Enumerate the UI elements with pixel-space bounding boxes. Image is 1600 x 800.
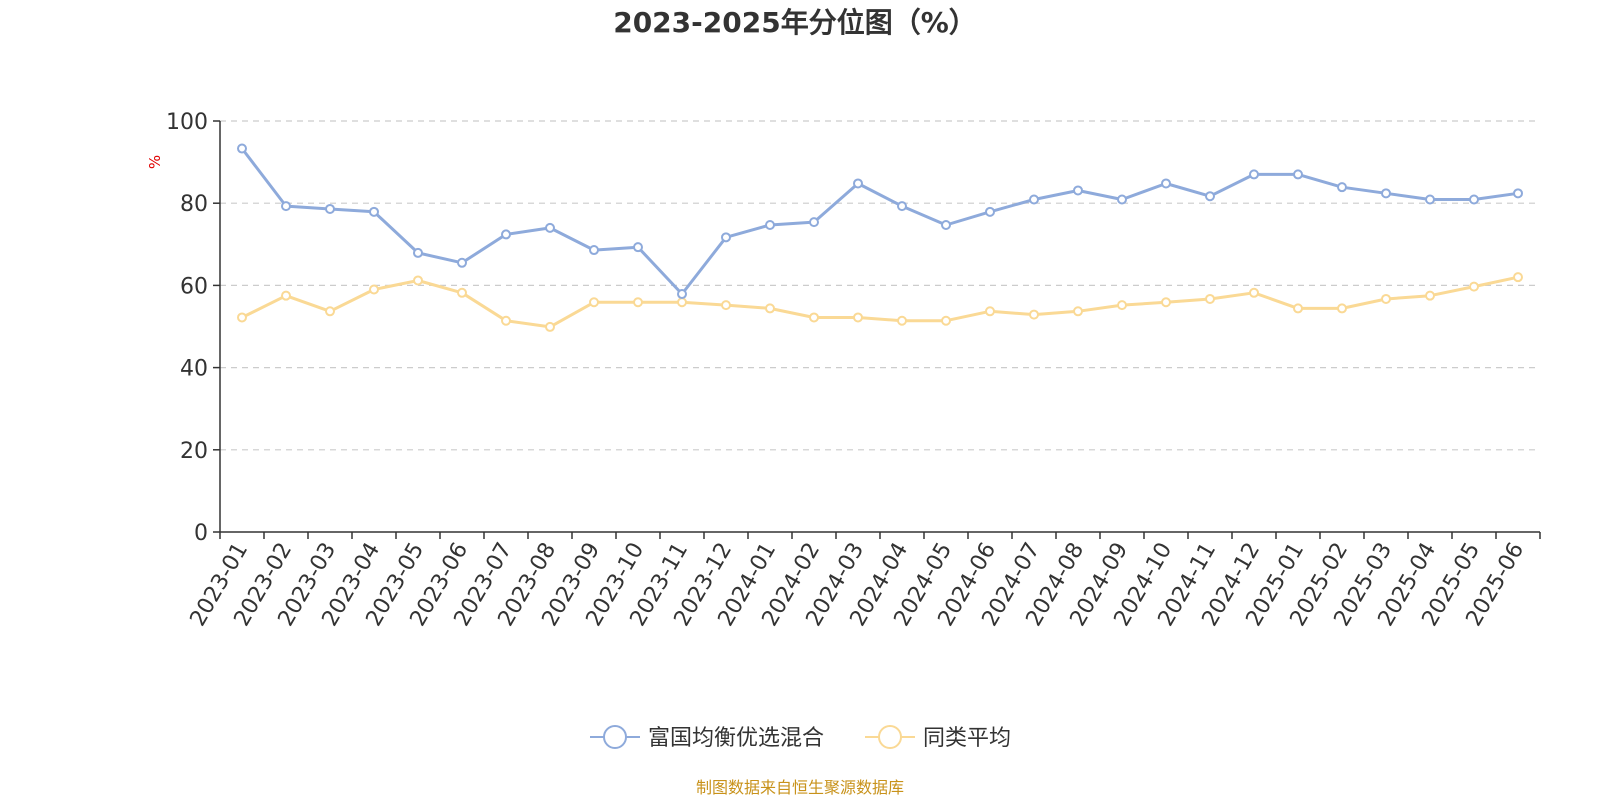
data-point <box>1425 194 1435 205</box>
data-point <box>1381 188 1391 199</box>
y-tick-label: 0 <box>194 521 208 546</box>
legend-marker-icon <box>878 725 902 749</box>
data-point <box>1513 188 1523 199</box>
data-point <box>369 206 379 217</box>
series-line <box>240 147 1520 296</box>
y-tick-label: 40 <box>180 357 208 382</box>
data-point <box>941 315 951 326</box>
data-point <box>721 300 731 311</box>
data-point <box>1117 300 1127 311</box>
data-point <box>1073 185 1083 196</box>
data-point <box>633 242 643 253</box>
data-point <box>457 257 467 268</box>
data-point <box>1205 191 1215 202</box>
data-point <box>765 303 775 314</box>
data-point <box>1425 290 1435 301</box>
data-point <box>545 222 555 233</box>
data-point <box>1161 297 1171 308</box>
data-point <box>1029 309 1039 320</box>
legend-item[interactable]: 富国均衡优选混合 <box>590 725 824 751</box>
data-point <box>1337 303 1347 314</box>
data-point <box>721 232 731 243</box>
data-point <box>1117 194 1127 205</box>
data-point <box>677 289 687 300</box>
data-point <box>237 143 247 154</box>
data-point <box>1513 272 1523 283</box>
data-point <box>325 306 335 317</box>
data-point <box>985 306 995 317</box>
data-point <box>501 229 511 240</box>
y-tick-label: 100 <box>166 110 208 135</box>
data-point <box>369 284 379 295</box>
data-point <box>809 312 819 323</box>
data-point <box>1337 182 1347 193</box>
y-axis-unit-label: % <box>146 155 164 169</box>
data-point <box>413 247 423 258</box>
data-point <box>985 206 995 217</box>
data-point <box>1249 169 1259 180</box>
series-lines <box>237 143 1523 332</box>
data-point <box>281 201 291 212</box>
legend-label: 富国均衡优选混合 <box>648 726 824 751</box>
data-point <box>1161 178 1171 189</box>
data-point <box>853 312 863 323</box>
data-point <box>589 297 599 308</box>
data-point <box>501 315 511 326</box>
data-point <box>1249 287 1259 298</box>
data-point <box>589 245 599 256</box>
data-point <box>633 297 643 308</box>
legend-item[interactable]: 同类平均 <box>865 725 1011 751</box>
series-1 <box>237 143 1523 300</box>
data-point <box>809 217 819 228</box>
data-point <box>1381 293 1391 304</box>
data-point <box>897 315 907 326</box>
data-point <box>765 219 775 230</box>
legend-marker-icon <box>603 725 627 749</box>
data-point <box>897 201 907 212</box>
data-point <box>1293 169 1303 180</box>
y-tick-label: 20 <box>180 439 208 464</box>
data-point <box>237 312 247 323</box>
data-point <box>677 297 687 308</box>
data-point <box>1469 281 1479 292</box>
series-2 <box>237 272 1523 332</box>
data-point <box>545 321 555 332</box>
data-point <box>853 178 863 189</box>
data-point <box>1469 194 1479 205</box>
data-point <box>413 275 423 286</box>
data-point <box>457 287 467 298</box>
data-point <box>1293 303 1303 314</box>
series-line <box>240 275 1520 329</box>
data-point <box>1029 194 1039 205</box>
y-tick-label: 80 <box>180 192 208 217</box>
legend[interactable]: 富国均衡优选混合 同类平均 <box>590 725 1011 751</box>
data-source-note: 制图数据来自恒生聚源数据库 <box>696 778 904 797</box>
chart-title: 2023-2025年分位图（%） <box>613 6 977 39</box>
y-tick-label: 60 <box>180 274 208 299</box>
legend-label: 同类平均 <box>923 726 1011 751</box>
data-point <box>1073 306 1083 317</box>
data-point <box>281 290 291 301</box>
data-point <box>1205 293 1215 304</box>
data-point <box>325 203 335 214</box>
data-point <box>941 219 951 230</box>
